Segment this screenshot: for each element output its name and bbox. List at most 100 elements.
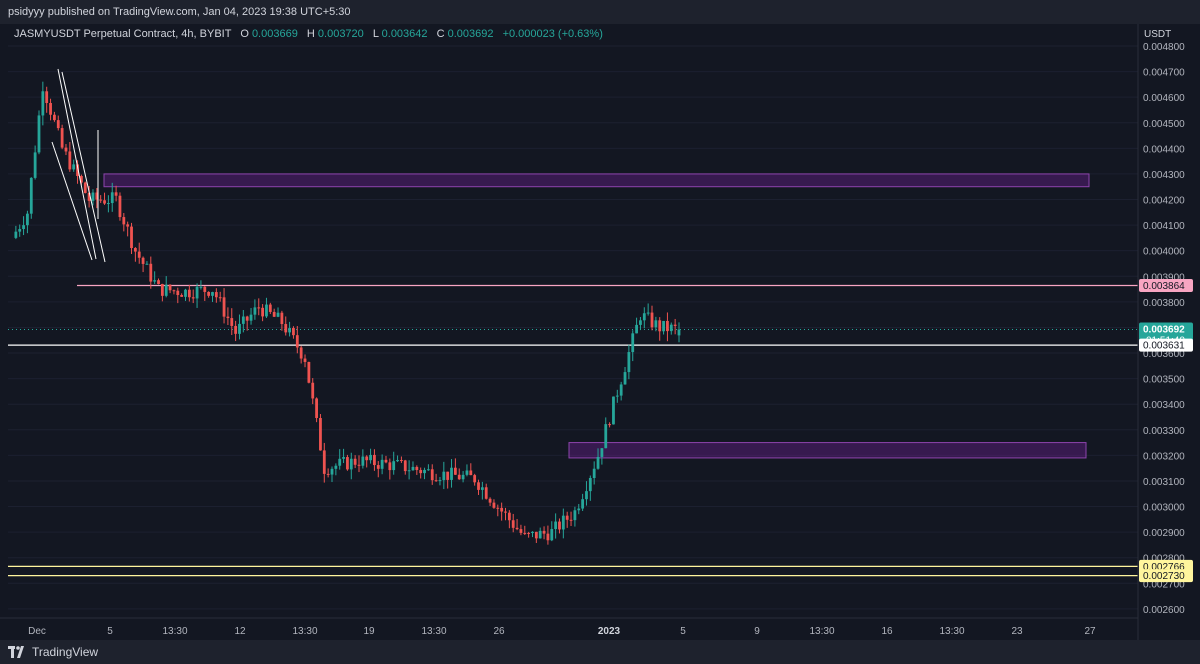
candle-body: [272, 311, 276, 317]
candle-body: [26, 213, 29, 226]
candle-body: [615, 395, 619, 397]
candle-body: [627, 352, 631, 373]
candle-body: [207, 291, 211, 296]
candle-body: [507, 512, 511, 521]
candle-body: [187, 289, 191, 298]
price-axis[interactable]: 0.004800 0.004700 0.004600 0.004500 0.004400…: [1137, 24, 1193, 640]
candle-body: [569, 519, 573, 521]
candle-body: [103, 200, 106, 204]
candle-body: [145, 263, 149, 265]
open-label: O: [240, 28, 249, 40]
candle-body: [76, 164, 79, 177]
open-value: 0.003669: [252, 28, 298, 40]
candle-body: [95, 192, 99, 200]
time-tick-label: 13:30: [939, 626, 964, 637]
symbol-name: JASMYUSDT Perpetual Contract, 4h, BYBIT: [14, 28, 232, 40]
candle-body: [230, 318, 234, 326]
candle-body: [18, 229, 22, 232]
candle-body: [438, 480, 442, 482]
candle-body: [442, 471, 446, 481]
price-tick-label: 0.003200: [1143, 451, 1185, 462]
candle-body: [473, 475, 477, 483]
candle-body: [253, 307, 257, 315]
price-tick-label: 0.004700: [1143, 68, 1185, 79]
candle-body: [419, 470, 423, 474]
candle-body: [110, 192, 114, 204]
time-tick-label: 9: [754, 626, 760, 637]
price-tick-label: 0.003100: [1143, 477, 1185, 488]
candle-body: [635, 324, 638, 334]
candle-body: [68, 151, 72, 170]
candle-body: [137, 251, 141, 258]
candle-body: [87, 192, 91, 201]
candle-body: [496, 507, 500, 509]
low-label: L: [373, 28, 379, 40]
candle-body: [29, 177, 33, 214]
price-tick-label: 0.004600: [1143, 93, 1185, 104]
candle-body: [346, 457, 349, 470]
candle-body: [180, 295, 184, 297]
price-chart[interactable]: 0.004800 0.004700 0.004600 0.004500 0.004400…: [0, 24, 1200, 640]
flag-pattern-line: [61, 71, 106, 263]
candle-body: [396, 460, 399, 462]
candle-body: [226, 316, 230, 319]
candle-body: [338, 458, 342, 466]
time-tick-label: 23: [1011, 626, 1023, 637]
candle-body: [450, 467, 453, 480]
chart-background: [0, 24, 1200, 640]
candle-body: [527, 532, 531, 534]
price-label-box: [1139, 278, 1193, 292]
price-tick-label: 0.003300: [1143, 426, 1185, 437]
candle-body: [677, 329, 681, 336]
close-label: C: [437, 28, 445, 40]
candle-body: [307, 361, 311, 383]
candle-body: [504, 511, 507, 513]
chart-area[interactable]: 0.004800 0.004700 0.004600 0.004500 0.004400…: [0, 24, 1200, 640]
candle-body: [79, 176, 83, 183]
candle-body: [315, 398, 318, 419]
currency-label: USDT: [1144, 29, 1171, 40]
time-tick-label: 27: [1084, 626, 1096, 637]
candle-body: [511, 520, 515, 528]
candle-body: [588, 478, 592, 492]
candle-body: [392, 461, 396, 471]
candle-body: [245, 316, 249, 321]
candle-body: [160, 283, 164, 296]
candle-body: [581, 499, 585, 509]
candle-body: [41, 91, 45, 116]
candle-body: [426, 469, 430, 471]
candle-body: [577, 508, 581, 511]
change-value: +0.000023 (+0.63%): [503, 28, 603, 40]
price-label-box: [1139, 338, 1193, 352]
candle-body: [388, 462, 392, 471]
candle-body: [492, 502, 496, 508]
candle-body: [484, 487, 488, 499]
candle-body: [45, 91, 49, 103]
candle-body: [118, 195, 122, 218]
candle-body: [666, 320, 669, 332]
candle-body: [585, 491, 588, 500]
candle-body: [604, 424, 608, 449]
candle-body: [292, 328, 295, 336]
candle-body: [376, 465, 380, 469]
candle-body: [199, 286, 203, 288]
flag-pattern-line: [57, 68, 97, 260]
candle-body: [561, 515, 565, 530]
candle-body: [619, 384, 623, 396]
published-text: psidyyy published on TradingView.com, Ja…: [8, 6, 351, 18]
price-label-value: 0.003631: [1143, 341, 1185, 352]
candle-body: [276, 312, 280, 317]
candle-body: [176, 290, 180, 296]
price-tick-label: 0.004300: [1143, 170, 1185, 181]
price-tick-label: 0.002700: [1143, 579, 1185, 590]
price-tick-label: 0.003900: [1143, 272, 1185, 283]
time-tick-label: 5: [680, 626, 686, 637]
candle-body: [60, 128, 64, 148]
candle-body: [49, 102, 52, 115]
candle-body: [573, 510, 577, 521]
time-axis[interactable]: Dec 5 13:30 12 13:30 19 13:30 26 2023 5 9 13:30 16 13…: [0, 617, 1138, 637]
price-tick-label: 0.004200: [1143, 196, 1185, 207]
time-tick-label: 12: [234, 626, 246, 637]
price-tick-label: 0.003400: [1143, 400, 1185, 411]
candle-body: [650, 312, 654, 328]
